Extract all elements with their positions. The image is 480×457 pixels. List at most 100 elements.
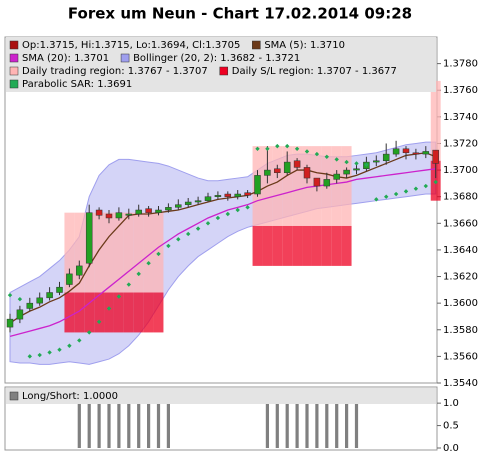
candle-body (115, 212, 123, 219)
sar-dot (37, 352, 42, 358)
sar-dot (314, 151, 320, 157)
y-tick-label: 1.3600 (443, 298, 478, 309)
sar-dot (67, 343, 72, 348)
region (123, 292, 134, 333)
legend-swatch (120, 53, 130, 63)
candle-body (36, 297, 43, 304)
candle-body (274, 168, 281, 173)
sar-dot (7, 292, 13, 298)
bar (107, 403, 111, 448)
region (94, 292, 105, 333)
candle-body (313, 177, 321, 187)
sar-dot (116, 294, 122, 299)
candle-body (373, 160, 380, 163)
y-tick-label: 1.3700 (443, 165, 478, 176)
y-tick-label: 1.3580 (443, 325, 478, 336)
region (143, 292, 154, 333)
region (143, 212, 154, 293)
y-tick-label: 1.3760 (443, 85, 478, 96)
region (123, 212, 134, 293)
region (272, 225, 283, 266)
bar (77, 403, 81, 448)
candle-body (95, 209, 103, 216)
region (94, 212, 105, 293)
bar (315, 403, 319, 448)
y-tick-label: 1.3660 (443, 218, 478, 229)
sar-dot (186, 231, 191, 237)
region (341, 225, 352, 266)
candle-body (214, 195, 222, 197)
sar-dot (285, 143, 290, 149)
candle-body (224, 193, 232, 197)
bar (345, 403, 349, 448)
legend-label: Daily S/L region: 1.3707 - 1.3677 (232, 66, 397, 77)
y-tick-label: 1.3740 (443, 112, 478, 123)
candle-body (194, 200, 202, 203)
sar-dot (294, 146, 300, 151)
candle-body (85, 212, 93, 264)
sar-dot (334, 157, 339, 162)
candle-body (56, 286, 63, 293)
y-tick-label: 1.3620 (443, 272, 478, 283)
sar-dot (403, 189, 409, 194)
bar (285, 403, 289, 448)
candle-body (155, 209, 162, 213)
legend-label: Parabolic SAR: 1.3691 (22, 79, 132, 90)
candle-body (402, 148, 410, 154)
candle-body (175, 204, 182, 208)
sar-dot (225, 211, 230, 217)
region (74, 212, 85, 293)
candle-body (323, 179, 331, 187)
y-tick-label: 1.3640 (443, 245, 478, 256)
sar-dot (344, 159, 349, 165)
bar (127, 403, 131, 448)
sar-dot (423, 183, 428, 189)
region (321, 225, 332, 266)
sar-dot (364, 162, 369, 167)
region (84, 292, 95, 333)
bar (117, 403, 121, 448)
region (341, 146, 352, 226)
candle-body (145, 208, 152, 213)
y-tick-label: 1.0 (443, 398, 459, 409)
legend-swatch (219, 66, 229, 76)
candle-body (264, 169, 271, 176)
legend-box (6, 37, 436, 92)
candle-body (16, 309, 24, 320)
candle-body (76, 265, 83, 276)
sar-dot (166, 243, 171, 249)
sar-dot (77, 338, 82, 343)
bar (87, 403, 91, 448)
sar-dot (146, 261, 151, 266)
sar-dot (195, 226, 201, 231)
region (74, 292, 85, 333)
line (9, 152, 436, 324)
y-tick-label: 1.3540 (443, 378, 478, 389)
candle-body (343, 169, 350, 175)
sar-dot (57, 347, 62, 352)
candle-body (412, 152, 420, 155)
candle-body (204, 196, 212, 201)
region (331, 146, 342, 226)
bar (275, 403, 279, 448)
y-tick-label: 0.5 (443, 421, 459, 432)
sar-dot (136, 271, 141, 277)
sar-dot (205, 221, 211, 226)
legend-label: Daily trading region: 1.3767 - 1.3707 (22, 66, 208, 77)
sar-dot (235, 207, 240, 213)
region (302, 225, 312, 266)
region (282, 225, 293, 266)
region (133, 212, 144, 293)
region (64, 212, 75, 293)
legend-swatch (9, 66, 19, 76)
region (113, 292, 124, 333)
region (64, 292, 75, 333)
legend-swatch (9, 40, 19, 50)
sar-dot (156, 251, 161, 257)
bar (335, 403, 339, 448)
candle-body (303, 167, 311, 179)
candle-body (184, 201, 192, 205)
region (430, 80, 441, 161)
region (153, 292, 164, 333)
